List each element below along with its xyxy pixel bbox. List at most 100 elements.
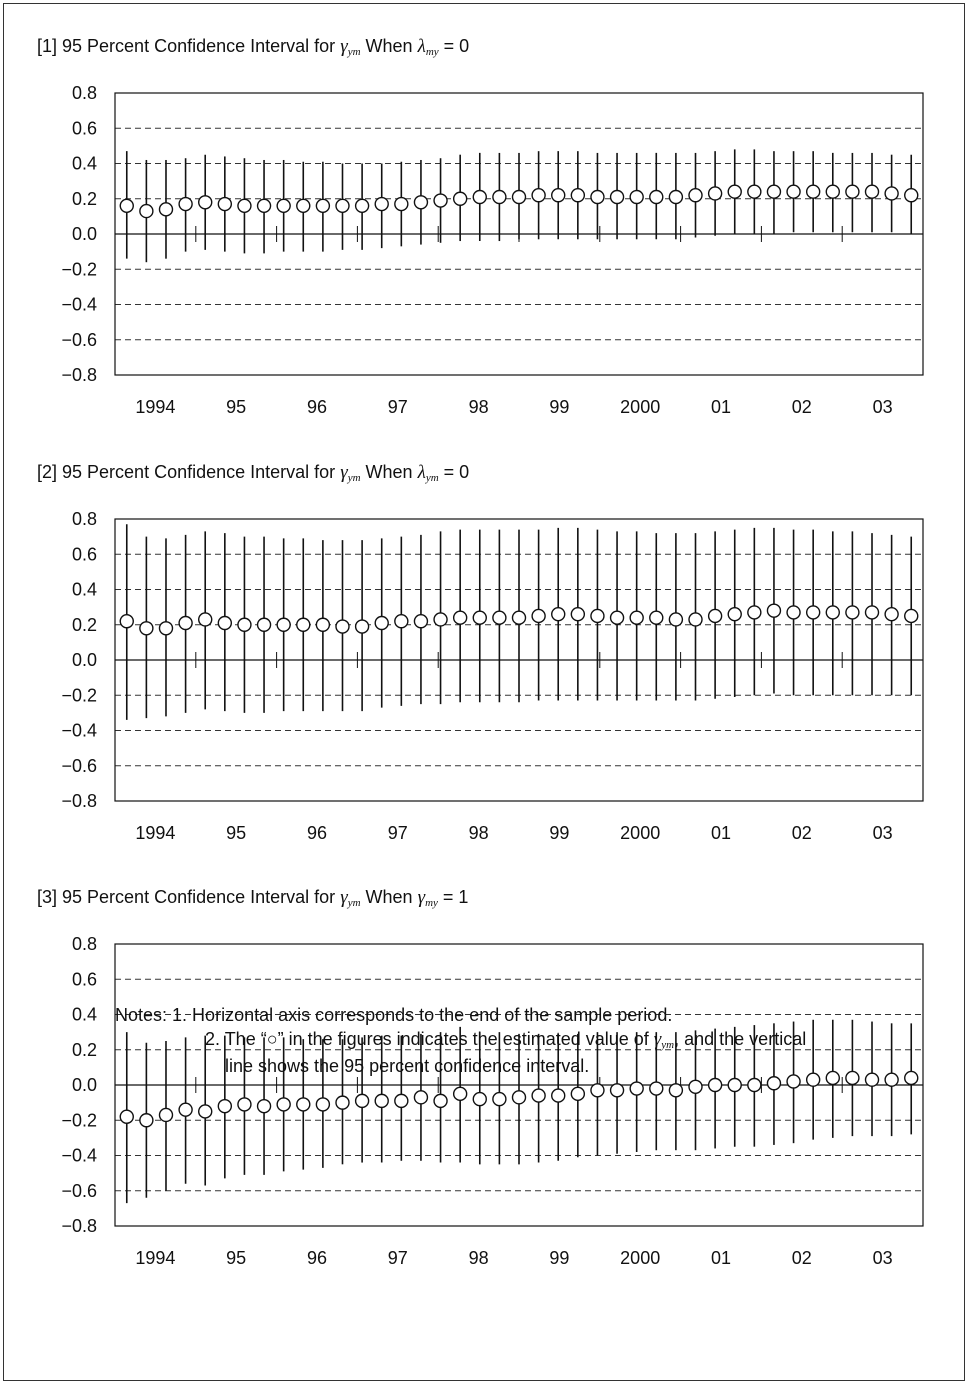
chart-1-title-prefix: [1] 95 Percent Confidence Interval for: [37, 36, 336, 56]
estimate-point: [570, 188, 586, 203]
estimate-point: [551, 606, 566, 622]
estimate-point: [904, 608, 919, 624]
estimate-point: [727, 1077, 742, 1093]
note-2-subscript: ym: [661, 1039, 675, 1051]
estimate-point: [296, 617, 311, 632]
estimate-point: [394, 1093, 409, 1109]
estimate-point: [747, 605, 762, 620]
estimate-point: [864, 1072, 880, 1087]
chart-2-title-mid: When: [365, 462, 413, 482]
x-tick-label: 96: [307, 823, 327, 843]
estimate-point: [119, 1109, 134, 1124]
estimate-point: [198, 1104, 213, 1119]
estimate-point: [786, 605, 801, 620]
estimate-point: [178, 196, 193, 212]
chart-3-title-prefix: [3] 95 Percent Confidence Interval for: [37, 887, 336, 907]
estimate-point: [531, 608, 546, 624]
y-tick-label: −0.4: [61, 1146, 97, 1166]
estimate-point: [845, 184, 860, 199]
x-tick-label: 02: [792, 1248, 812, 1268]
estimate-point: [649, 1081, 664, 1096]
chart-1: 0.8 0.6 0.4 0.2 0.0 −0.2 −0.4 −0.6 −0.8 1994 95 96 9…: [61, 83, 924, 417]
estimate-point: [178, 615, 193, 631]
estimate-point: [335, 1095, 350, 1110]
y-tick-label: 0.2: [72, 1040, 97, 1060]
y-tick-label: 0.6: [72, 544, 97, 564]
estimate-point: [727, 184, 742, 199]
estimate-point: [786, 184, 801, 199]
estimate-point: [354, 198, 370, 214]
estimate-point: [256, 1098, 272, 1114]
estimate-point: [551, 188, 566, 203]
estimate-point: [413, 195, 429, 210]
estimate-point: [256, 617, 272, 632]
estimate-point: [158, 202, 174, 217]
estimate-point: [158, 621, 174, 636]
estimate-point: [531, 188, 546, 203]
estimate-point: [472, 1091, 487, 1107]
y-tick-label: −0.6: [61, 756, 97, 776]
estimate-point: [786, 1074, 801, 1089]
x-tick-label: 1994: [135, 397, 175, 417]
estimate-point: [747, 1077, 762, 1093]
estimate-point: [276, 198, 291, 214]
chart-2: 0.8 0.6 0.4 0.2 0.0 −0.2 −0.4 −0.6 −0.8 1994 95 96 9…: [61, 509, 924, 843]
estimate-point: [492, 189, 507, 205]
chart-3-title-suffix: = 1: [442, 887, 469, 907]
chart-1-title-symbol-2: λ: [417, 36, 426, 57]
y-tick-label: 0.2: [72, 189, 97, 209]
estimate-point: [904, 1070, 919, 1086]
x-tick-label: 99: [549, 397, 569, 417]
y-tick-label: 0.4: [72, 580, 97, 600]
estimate-point: [609, 610, 625, 625]
y-tick-label: −0.8: [61, 365, 97, 385]
estimate-point: [413, 1090, 429, 1105]
estimate-point: [590, 1083, 605, 1098]
y-tick-label: −0.2: [61, 259, 97, 279]
estimate-point: [296, 198, 311, 214]
estimate-point: [217, 1098, 233, 1114]
estimate-point: [845, 605, 860, 620]
y-tick-label: 0.4: [72, 1005, 97, 1025]
estimate-point: [139, 621, 154, 636]
estimate-point: [688, 612, 703, 627]
estimate-point: [590, 189, 605, 205]
y-tick-label: 0.0: [72, 1075, 97, 1095]
estimate-point: [472, 610, 487, 625]
y-tick-label: −0.8: [61, 791, 97, 811]
estimate-point: [492, 610, 507, 625]
x-tick-label: 2000: [620, 1248, 660, 1268]
x-tick-label: 99: [549, 1248, 569, 1268]
chart-1-title-suffix: = 0: [443, 36, 470, 56]
chart-3-title-symbol-2: γ: [417, 887, 426, 908]
chart-3-title-subscript-2: my: [425, 897, 438, 909]
x-tick-label: 96: [307, 397, 327, 417]
estimate-point: [139, 203, 154, 219]
estimate-point: [688, 1079, 703, 1094]
estimate-point: [766, 603, 782, 618]
estimate-point: [629, 1081, 644, 1096]
x-tick-label: 2000: [620, 823, 660, 843]
chart-2-title-symbol-2: λ: [417, 462, 426, 483]
estimate-point: [119, 614, 134, 629]
chart-1-title-subscript-1: ym: [347, 46, 361, 58]
estimate-point: [315, 1097, 331, 1112]
estimate-point: [884, 186, 899, 201]
y-tick-label: 0.8: [72, 934, 97, 954]
estimate-point: [707, 186, 723, 201]
estimate-point: [707, 608, 723, 624]
estimate-point: [452, 191, 468, 206]
estimate-point: [335, 619, 350, 634]
chart-2-title-symbol-1: γ: [340, 462, 348, 483]
chart-2-title-subscript-1: ym: [347, 472, 361, 484]
estimate-point: [276, 617, 291, 632]
note-2-symbol: γ: [653, 1029, 662, 1050]
estimate-point: [492, 1091, 507, 1107]
estimate-point: [707, 1077, 723, 1093]
x-tick-label: 96: [307, 1248, 327, 1268]
estimate-point: [394, 196, 409, 212]
estimate-point: [119, 198, 134, 214]
estimate-point: [433, 193, 448, 208]
chart-2-title-suffix: = 0: [443, 462, 470, 482]
estimate-point: [845, 1070, 860, 1086]
